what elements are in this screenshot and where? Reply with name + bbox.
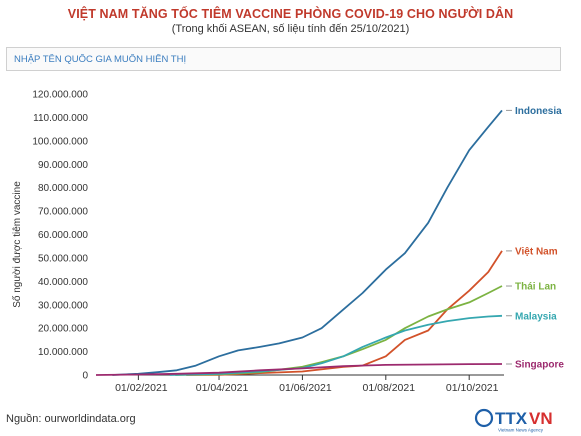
x-tick-label: 01/10/2021 (446, 382, 499, 394)
series-line-singapore[interactable] (95, 363, 503, 376)
y-tick-label: 120.000.000 (32, 90, 88, 101)
x-axis: 01/02/2021 01/04/2021 01/06/2021 01/08/2021… (96, 374, 504, 394)
series-label-vietnam: Việt Nam (515, 246, 558, 257)
y-tick-label: 10.000.000 (38, 347, 88, 358)
y-tick-label: 100.000.000 (32, 136, 88, 147)
x-tick-label: 01/08/2021 (363, 382, 416, 394)
y-tick-label: 70.000.000 (38, 207, 88, 218)
y-tick-label: 50.000.000 (38, 253, 88, 264)
country-search-input[interactable] (7, 48, 560, 70)
series-line-indonesia[interactable] (112, 109, 503, 376)
y-axis: 0 10.000.000 20.000.000 30.000.000 40.000.00… (11, 90, 88, 382)
source-note: Nguồn: ourworldindata.org (6, 413, 136, 425)
country-search-box[interactable] (6, 47, 561, 71)
y-tick-label: 0 (82, 371, 88, 382)
svg-text:Vietnam News Agency: Vietnam News Agency (498, 428, 544, 433)
series-line-thailand[interactable] (175, 285, 503, 376)
x-tick-label: 01/06/2021 (279, 382, 332, 394)
y-tick-label: 30.000.000 (38, 300, 88, 311)
chart-title: VIỆT NAM TĂNG TỐC TIÊM VACCINE PHÒNG COV… (67, 7, 514, 21)
series-label-thailand: Thái Lan (515, 282, 556, 293)
ttxvn-logo: TTX VN Vietnam News Agency (474, 408, 553, 433)
series-label-singapore: Singapore (515, 359, 564, 370)
y-tick-label: 90.000.000 (38, 160, 88, 171)
y-tick-label: 40.000.000 (38, 277, 88, 288)
chart-subtitle: (Trong khối ASEAN, số liệu tính đến 25/1… (171, 23, 410, 35)
series-lines (95, 109, 503, 376)
series-label-malaysia: Malaysia (515, 311, 557, 322)
y-axis-title: Số người được tiêm vaccine (11, 181, 23, 308)
y-tick-label: 110.000.000 (33, 113, 88, 124)
x-tick-label: 01/04/2021 (196, 382, 249, 394)
y-tick-label: 60.000.000 (38, 230, 88, 241)
x-tick-label: 01/02/2021 (115, 382, 168, 394)
series-label-indonesia: Indonesia (515, 106, 562, 117)
y-tick-label: 20.000.000 (38, 324, 88, 335)
series-labels: Indonesia Việt Nam Thái Lan Malaysia Singapo… (506, 106, 564, 370)
svg-text:VN: VN (529, 409, 553, 428)
svg-text:TTX: TTX (495, 409, 528, 428)
y-tick-label: 80.000.000 (38, 183, 88, 194)
series-line-malaysia[interactable] (169, 314, 503, 376)
